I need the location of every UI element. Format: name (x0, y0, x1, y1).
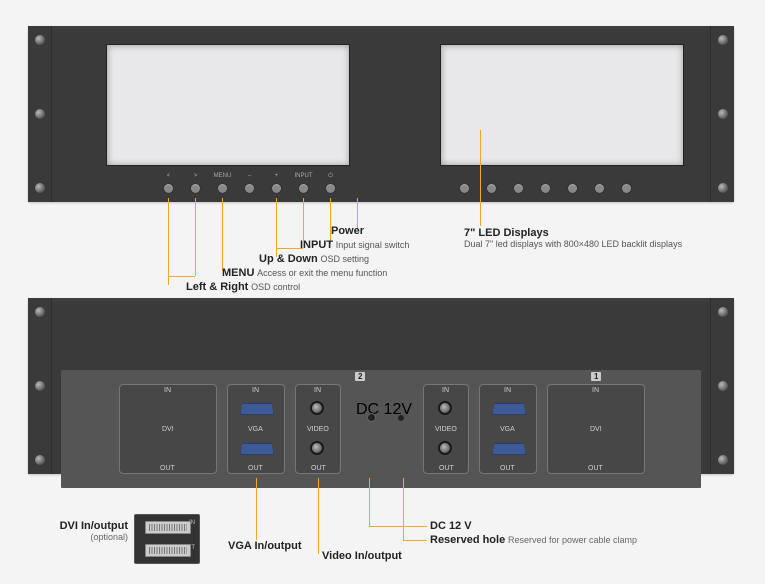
dvi-module: IN OUT (134, 514, 200, 564)
screw (35, 183, 45, 193)
callout-power: Power (331, 225, 364, 237)
rack-ear-left (28, 26, 52, 202)
dc-input-port[interactable] (367, 413, 376, 422)
callout-video: Video In/output (322, 550, 402, 562)
vga-out-port[interactable] (492, 443, 526, 455)
rear-rack: 2 IN OUT DVI IN VGA OUT IN VIDEO OUT DC … (28, 298, 734, 474)
plus-button[interactable]: + (272, 184, 281, 193)
screw (718, 381, 728, 391)
screw (35, 35, 45, 45)
nav-left-button[interactable] (460, 184, 469, 193)
input-button[interactable]: INPUT (299, 184, 308, 193)
callout-reserved: Reserved hole (430, 534, 505, 546)
dvi-group-1: IN OUT DVI (547, 384, 645, 474)
vga-in-port[interactable] (240, 403, 274, 415)
rack-ear-left (28, 298, 52, 474)
nav-right-button[interactable]: > (191, 184, 200, 193)
screw (35, 381, 45, 391)
input-button[interactable] (595, 184, 604, 193)
callout-menu: MENU (222, 267, 254, 279)
power-button[interactable]: ⏻ (326, 184, 335, 193)
screw (35, 455, 45, 465)
display-right (440, 44, 684, 166)
video-out-port[interactable] (310, 441, 324, 455)
reserved-hole[interactable] (397, 414, 405, 422)
dvi-out-port[interactable] (145, 544, 191, 557)
power-button[interactable] (622, 184, 631, 193)
video-out-port[interactable] (438, 441, 452, 455)
rack-ear-right (710, 26, 734, 202)
callout-updown: Up & Down (259, 253, 318, 265)
video-group-1: IN VIDEO OUT (423, 384, 469, 474)
screw (35, 307, 45, 317)
video-in-port[interactable] (438, 401, 452, 415)
screw (718, 455, 728, 465)
vga-out-port[interactable] (240, 443, 274, 455)
callout-dvi: DVI In/output (60, 520, 128, 532)
nav-right-button[interactable] (487, 184, 496, 193)
vga-group-1: IN VGA OUT (479, 384, 537, 474)
dvi-group-2: IN OUT DVI (119, 384, 217, 474)
screw (718, 109, 728, 119)
callout-leftright: Left & Right (186, 281, 248, 293)
screw (35, 109, 45, 119)
plus-button[interactable] (568, 184, 577, 193)
dc-area: DC 12V (361, 413, 370, 422)
video-group-2: IN VIDEO OUT (295, 384, 341, 474)
vga-in-port[interactable] (492, 403, 526, 415)
minus-button[interactable]: – (245, 184, 254, 193)
screw (718, 183, 728, 193)
button-row-right (460, 184, 631, 193)
menu-button[interactable]: MENU (218, 184, 227, 193)
rack-ear-right (710, 298, 734, 474)
front-rack: < > MENU – + INPUT ⏻ (28, 26, 734, 202)
channel-tag-1: 1 (591, 372, 601, 381)
callout-input: INPUT (300, 239, 333, 251)
nav-left-button[interactable]: < (164, 184, 173, 193)
callout-vga: VGA In/output (228, 540, 302, 552)
screw (718, 307, 728, 317)
minus-button[interactable] (541, 184, 550, 193)
button-row-left: < > MENU – + INPUT ⏻ (164, 184, 335, 193)
callout-displays: 7" LED Displays (464, 227, 549, 239)
rear-panel: 2 IN OUT DVI IN VGA OUT IN VIDEO OUT DC … (61, 370, 701, 488)
menu-button[interactable] (514, 184, 523, 193)
screw (718, 35, 728, 45)
display-left (106, 44, 350, 166)
dvi-in-port[interactable] (145, 521, 191, 534)
channel-tag-2: 2 (355, 372, 365, 381)
vga-group-2: IN VGA OUT (227, 384, 285, 474)
video-in-port[interactable] (310, 401, 324, 415)
callout-dc: DC 12 V (430, 520, 472, 532)
